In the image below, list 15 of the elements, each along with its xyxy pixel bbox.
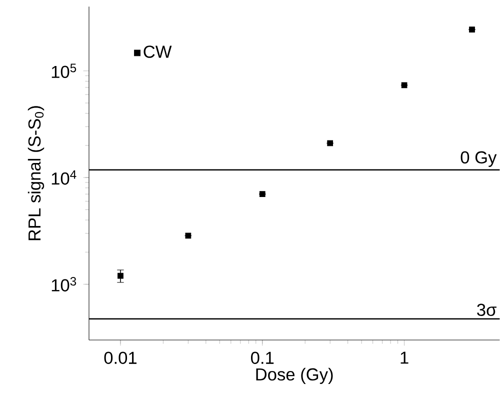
ref-line-label: 0 Gy: [460, 151, 497, 167]
point: [118, 272, 124, 279]
x-tick-label: 0.01: [104, 352, 137, 364]
y-tick-label: 10$^{3}$: [52, 277, 76, 292]
legend-label: CW: [144, 46, 172, 58]
x-tick-label: 0.1: [251, 352, 274, 364]
point: [327, 140, 334, 146]
point: [259, 191, 266, 198]
x-tick-label: 1: [400, 352, 408, 364]
ref-line-label: 3σ: [477, 304, 496, 316]
point: [469, 26, 475, 32]
x-axis-title: Dose (Gy): [256, 368, 333, 384]
y-tick-label: 10$^{4}$: [52, 170, 76, 185]
y-tick-label: 10$^{5}$: [52, 64, 76, 78]
y-axis-title: RPL signal (S-S$_{0}$): [28, 106, 44, 240]
